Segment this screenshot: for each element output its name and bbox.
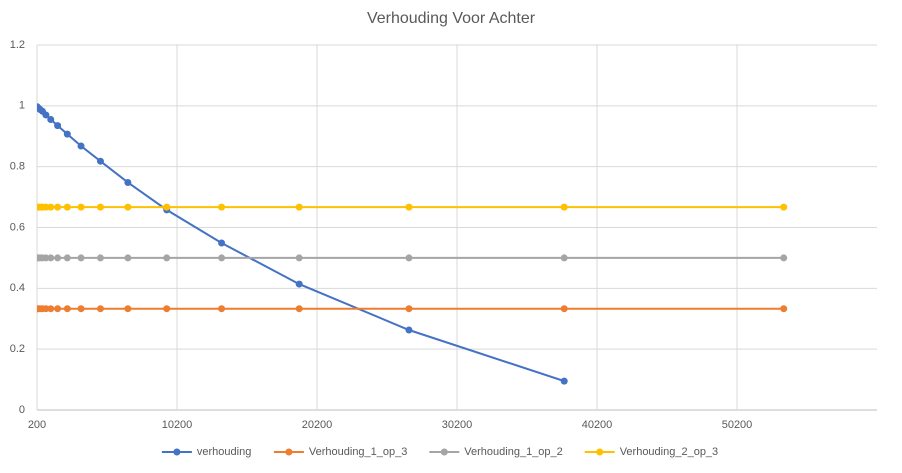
- data-point: [560, 305, 568, 313]
- data-point: [42, 203, 50, 211]
- data-point: [42, 254, 50, 262]
- data-point: [54, 203, 62, 211]
- legend-swatch: [596, 448, 604, 456]
- x-tick-label: 30200: [442, 419, 473, 431]
- data-point: [77, 305, 85, 313]
- legend-swatch: [285, 448, 293, 456]
- legend-label: Verhouding_1_op_2: [464, 446, 562, 458]
- data-point: [96, 305, 104, 313]
- data-point: [405, 305, 413, 313]
- data-point: [42, 305, 50, 313]
- data-point: [54, 122, 62, 130]
- data-point: [47, 254, 55, 262]
- data-point: [218, 305, 226, 313]
- y-tick-label: 1: [19, 100, 25, 112]
- data-point: [295, 203, 303, 211]
- y-tick-label: 0.8: [10, 161, 25, 173]
- chart-title: Verhouding Voor Achter: [367, 10, 536, 27]
- y-tick-label: 0.2: [10, 343, 25, 355]
- data-point: [124, 178, 132, 186]
- x-tick-label: 50200: [722, 419, 753, 431]
- data-point: [218, 203, 226, 211]
- data-point: [47, 203, 55, 211]
- series-line: [37, 106, 565, 383]
- data-point: [63, 203, 71, 211]
- legend-swatch: [173, 448, 181, 456]
- data-point: [218, 254, 226, 262]
- data-point: [77, 254, 85, 262]
- x-tick-label: 200: [28, 419, 46, 431]
- data-point: [124, 305, 132, 313]
- data-point: [54, 254, 62, 262]
- data-point: [405, 254, 413, 262]
- data-point: [124, 254, 132, 262]
- y-tick-label: 1.2: [10, 39, 25, 51]
- data-point: [560, 254, 568, 262]
- data-point: [295, 280, 303, 288]
- data-point: [405, 203, 413, 211]
- legend-label: Verhouding_2_op_3: [620, 446, 718, 458]
- data-point: [780, 203, 788, 211]
- data-point: [405, 326, 413, 334]
- data-point: [163, 254, 171, 262]
- data-point: [63, 130, 71, 138]
- data-point: [47, 116, 55, 124]
- data-point: [63, 254, 71, 262]
- data-point: [77, 142, 85, 150]
- legend-swatch: [440, 448, 448, 456]
- y-tick-label: 0.4: [10, 282, 25, 294]
- data-point: [163, 305, 171, 313]
- x-tick-label: 40200: [582, 419, 613, 431]
- legend-label: Verhouding_1_op_3: [309, 446, 407, 458]
- data-point: [47, 305, 55, 313]
- x-tick-label: 20200: [302, 419, 333, 431]
- y-tick-label: 0: [19, 404, 25, 416]
- data-point: [124, 203, 132, 211]
- data-point: [163, 203, 171, 211]
- data-point: [560, 203, 568, 211]
- data-point: [77, 203, 85, 211]
- data-point: [780, 254, 788, 262]
- data-point: [63, 305, 71, 313]
- data-point: [295, 305, 303, 313]
- x-tick-label: 10200: [162, 419, 193, 431]
- data-point: [54, 305, 62, 313]
- data-point: [780, 305, 788, 313]
- plot-area: [37, 103, 788, 385]
- data-point: [96, 254, 104, 262]
- legend-label: verhouding: [197, 446, 251, 458]
- data-point: [218, 239, 226, 247]
- data-point: [96, 203, 104, 211]
- data-point: [560, 377, 568, 385]
- data-point: [42, 111, 50, 119]
- data-point: [295, 254, 303, 262]
- data-point: [96, 157, 104, 165]
- y-tick-label: 0.6: [10, 221, 25, 233]
